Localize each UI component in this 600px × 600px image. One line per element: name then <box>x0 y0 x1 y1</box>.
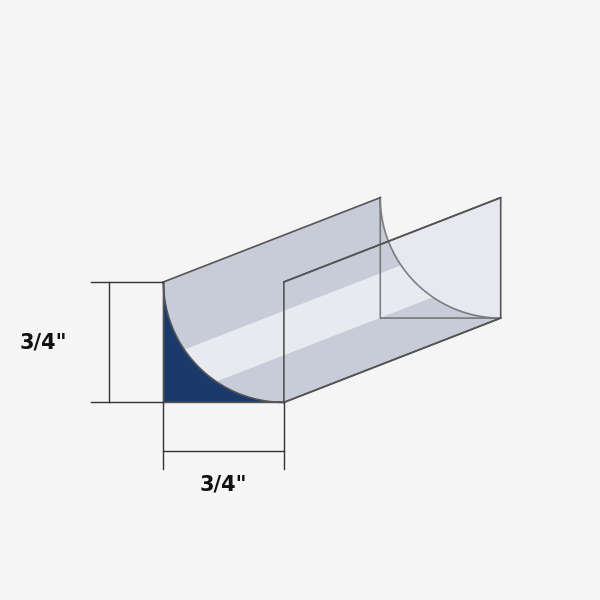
Text: 3/4": 3/4" <box>200 474 247 494</box>
Polygon shape <box>163 197 500 403</box>
Polygon shape <box>284 197 500 403</box>
Polygon shape <box>184 265 433 382</box>
Polygon shape <box>163 282 284 403</box>
Text: 3/4": 3/4" <box>19 332 67 352</box>
